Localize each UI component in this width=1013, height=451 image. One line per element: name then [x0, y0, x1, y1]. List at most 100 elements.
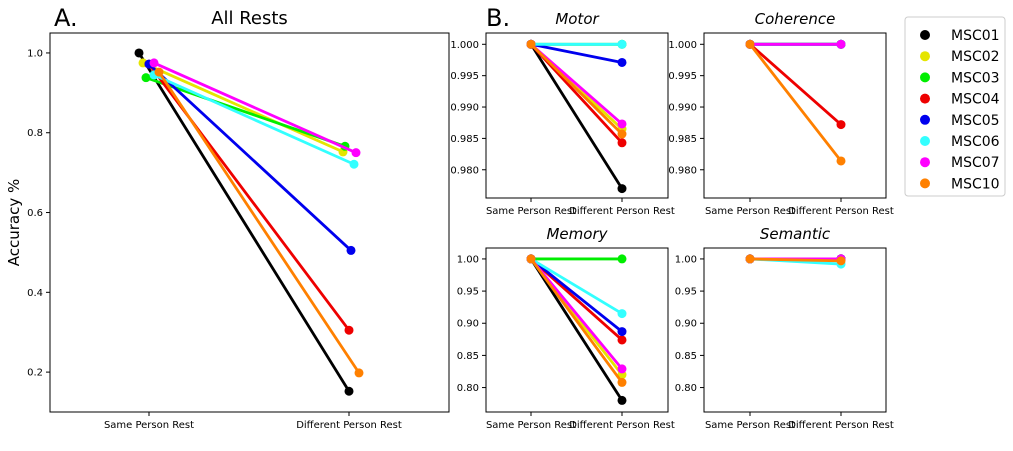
x-tick-label: Different Person Rest — [296, 420, 402, 431]
data-point — [617, 39, 627, 49]
legend-entry-msc01: MSC01 — [920, 28, 1000, 44]
chart-semantic: Semantic 0.80 0.85 0.90 0.95 1.00 Same Person … — [675, 225, 894, 431]
series-line — [748, 42, 843, 163]
y-tick-label: 1.0 — [27, 48, 43, 59]
y-tick-label: 1.000 — [450, 40, 479, 51]
legend-label: MSC07 — [951, 155, 1000, 171]
plot-frame — [49, 32, 450, 413]
data-point — [349, 159, 359, 169]
data-point — [149, 58, 159, 68]
legend-label: MSC03 — [951, 70, 1000, 86]
data-point — [141, 73, 151, 83]
series-line — [748, 42, 843, 126]
data-point — [351, 148, 361, 158]
series-line — [137, 51, 351, 393]
x-tick-label: Different Person Rest — [569, 420, 675, 431]
legend-marker — [920, 51, 930, 62]
y-tick-label: 0.85 — [457, 351, 479, 362]
legend-marker — [920, 178, 930, 189]
series-msc04 — [144, 59, 354, 335]
series-msc03 — [526, 254, 627, 264]
y-axis-label: Accuracy % — [5, 179, 23, 267]
legend-label: MSC10 — [951, 176, 1000, 192]
y-tick-label: 0.6 — [27, 208, 43, 219]
y-tick-label: 0.995 — [668, 71, 697, 82]
legend-label: MSC05 — [951, 113, 1000, 129]
data-point — [526, 39, 536, 49]
data-point — [617, 57, 627, 67]
legend-marker — [920, 136, 930, 146]
legend-marker — [920, 114, 930, 125]
y-tick-label: 0.80 — [457, 383, 479, 394]
series-line — [529, 42, 624, 136]
data-point — [745, 254, 755, 264]
legend-marker — [920, 93, 930, 104]
chart-all-rests: All Rests Accuracy % 0.2 0.4 0.6 0.8 1.0 Same P… — [5, 8, 450, 431]
y-tick-label: 0.980 — [450, 165, 479, 176]
data-point — [346, 245, 356, 255]
chart-coherence: Coherence 0.980 0.985 0.990 0.995 1.000 Same P… — [668, 10, 893, 217]
data-point — [354, 368, 364, 378]
legend-entry-msc02: MSC02 — [920, 49, 1000, 65]
panel-letter-a: A. — [54, 4, 78, 32]
series-msc10 — [154, 67, 364, 378]
legend-label: MSC06 — [951, 134, 1000, 150]
x-tick-label: Different Person Rest — [788, 420, 894, 431]
legend-entry-msc10: MSC10 — [920, 176, 1000, 192]
series-msc07 — [149, 58, 361, 158]
legend-entry-msc05: MSC05 — [920, 113, 1000, 129]
y-tick-label: 0.80 — [675, 383, 697, 394]
data-point — [617, 327, 627, 337]
legend-entry-msc03: MSC03 — [920, 70, 1000, 86]
y-tick-label: 0.85 — [675, 351, 697, 362]
data-point — [154, 67, 164, 77]
x-tick-label: Same Person Rest — [104, 420, 194, 431]
data-point — [134, 48, 144, 58]
x-tick-label: Same Person Rest — [486, 206, 576, 217]
legend: MSC01 MSC02 MSC03 MSC04 MSC05 MSC06 MSC07 MSC10 — [904, 16, 1006, 197]
y-tick-label: 0.990 — [450, 103, 479, 114]
chart-title: Coherence — [755, 10, 836, 28]
legend-label: MSC04 — [951, 92, 1000, 108]
series-msc10 — [745, 39, 846, 166]
x-tick-label: Same Person Rest — [486, 420, 576, 431]
plot-frame — [703, 32, 887, 199]
legend-entry-msc06: MSC06 — [920, 134, 1000, 150]
series-line — [529, 257, 624, 316]
y-tick-label: 0.90 — [675, 319, 697, 330]
series-line — [147, 62, 353, 252]
y-tick-label: 0.95 — [675, 287, 697, 298]
data-point — [617, 377, 627, 387]
y-tick-label: 0.2 — [27, 368, 43, 379]
legend-frame — [904, 16, 1006, 197]
series-line — [141, 61, 345, 154]
y-tick-label: 1.00 — [675, 254, 697, 265]
x-tick-label: Different Person Rest — [788, 206, 894, 217]
legend-marker — [920, 157, 930, 168]
series-msc05 — [144, 59, 356, 255]
data-point — [617, 138, 627, 148]
series-msc10 — [526, 39, 627, 139]
series-msc06 — [526, 254, 627, 319]
series-line — [529, 257, 624, 384]
series-line — [144, 76, 347, 148]
plot-frame — [703, 247, 887, 413]
plot-frame — [485, 32, 669, 199]
data-point — [617, 395, 627, 405]
y-tick-label: 0.8 — [27, 128, 43, 139]
data-point — [836, 39, 846, 49]
data-point — [526, 254, 536, 264]
legend-entry-msc07: MSC07 — [920, 155, 1000, 171]
y-tick-label: 0.980 — [668, 165, 697, 176]
data-point — [617, 254, 627, 264]
series-line — [529, 257, 624, 334]
data-point — [617, 184, 627, 194]
series-line — [529, 42, 624, 190]
data-point — [836, 120, 846, 130]
series-msc03 — [141, 73, 350, 151]
y-tick-label: 0.985 — [668, 134, 697, 145]
series-line — [152, 73, 356, 166]
series-line — [152, 61, 358, 155]
legend-label: MSC02 — [951, 49, 1000, 65]
